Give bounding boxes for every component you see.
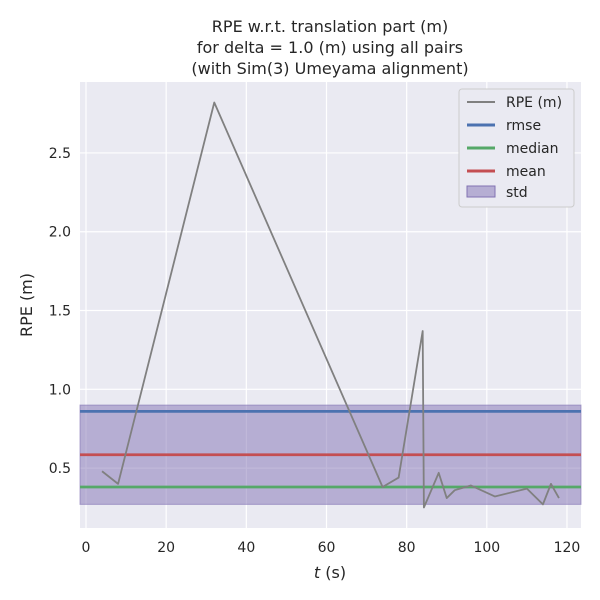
x-tick-label: 80 bbox=[398, 540, 416, 556]
x-axis-label: t (s) bbox=[314, 563, 346, 582]
x-tick-labels: 0 20 40 60 80 100 120 bbox=[82, 540, 581, 556]
y-tick-label: 0.5 bbox=[49, 461, 71, 477]
x-tick-label: 60 bbox=[318, 540, 336, 556]
x-tick-label: 40 bbox=[237, 540, 255, 556]
y-tick-labels: 0.5 1.0 1.5 2.0 2.5 bbox=[49, 146, 71, 477]
y-tick-label: 1.5 bbox=[49, 304, 71, 320]
title-line-1: RPE w.r.t. translation part (m) bbox=[212, 17, 448, 36]
chart-title: RPE w.r.t. translation part (m) for delt… bbox=[191, 17, 468, 78]
title-line-2: for delta = 1.0 (m) using all pairs bbox=[197, 38, 463, 57]
legend-label-std: std bbox=[506, 185, 528, 201]
y-tick-label: 1.0 bbox=[49, 382, 71, 398]
legend-frame bbox=[458, 88, 575, 208]
x-tick-label: 20 bbox=[157, 540, 175, 556]
legend: RPE (m) rmse median mean std bbox=[458, 88, 575, 208]
x-axis-label-symbol: t bbox=[314, 563, 321, 582]
legend-label-median: median bbox=[506, 141, 558, 157]
y-tick-label: 2.5 bbox=[49, 146, 71, 162]
x-tick-label: 100 bbox=[473, 540, 500, 556]
stat-lines bbox=[80, 409, 581, 489]
legend-label-rmse: rmse bbox=[506, 118, 541, 134]
legend-swatch-std bbox=[466, 185, 496, 198]
title-line-3: (with Sim(3) Umeyama alignment) bbox=[191, 59, 468, 78]
y-tick-label: 2.0 bbox=[49, 225, 71, 241]
rpe-series-line bbox=[101, 101, 560, 509]
series-layer bbox=[101, 101, 560, 509]
legend-label-mean: mean bbox=[506, 164, 546, 180]
x-tick-label: 0 bbox=[82, 540, 91, 556]
y-axis-label: RPE (m) bbox=[17, 273, 36, 337]
x-tick-label: 120 bbox=[554, 540, 581, 556]
x-axis-label-unit: (s) bbox=[320, 563, 346, 582]
legend-label-rpe: RPE (m) bbox=[506, 95, 562, 111]
